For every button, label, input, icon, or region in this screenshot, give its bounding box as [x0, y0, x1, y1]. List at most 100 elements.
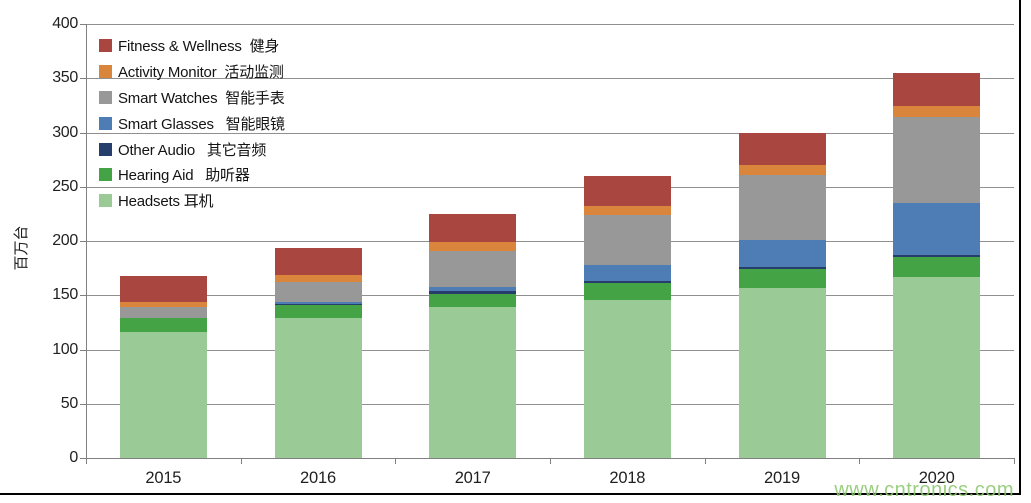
legend-item-hearing-aid: Hearing Aid 助听器 [99, 162, 285, 188]
bar-2020-other-audio [893, 255, 981, 258]
bar-2016-fitness-wellness [274, 247, 362, 275]
x-tick-label-2020: 2020 [918, 469, 955, 487]
bar-2016-hearing-aid [274, 305, 362, 319]
legend-item-activity-monitor: Activity Monitor 活动监测 [99, 59, 285, 85]
legend-label-other-audio: Other Audio 其它音频 [118, 141, 267, 159]
y-tick-0 [80, 458, 86, 459]
bar-2017-smart-watches [429, 250, 517, 287]
bar-2018-headsets [583, 299, 671, 458]
y-tick-label-150: 150 [52, 286, 78, 304]
gridline-400 [86, 24, 1014, 25]
bar-2020-fitness-wellness [893, 72, 981, 107]
bar-2019-smart-watches [738, 174, 826, 240]
legend-label-hearing-aid: Hearing Aid 助听器 [118, 167, 250, 185]
y-tick-label-350: 350 [52, 69, 78, 87]
window-border-right [1019, 0, 1021, 495]
bar-2017-smart-glasses [429, 286, 517, 291]
bar-2018-hearing-aid [583, 283, 671, 300]
gridline-100 [86, 349, 1014, 351]
bar-2017-headsets [429, 307, 517, 458]
y-tick-50 [80, 403, 86, 405]
legend-item-headsets: Headsets 耳机 [99, 188, 285, 214]
bar-2019-fitness-wellness [738, 132, 826, 166]
y-axis-title: 百万台 [13, 225, 30, 271]
x-axis-line [86, 458, 1015, 459]
x-tick-4 [704, 459, 706, 464]
legend-item-fitness-wellness: Fitness & Wellness 健身 [99, 33, 285, 59]
legend-label-activity-monitor: Activity Monitor 活动监测 [118, 64, 284, 82]
y-tick-150 [80, 295, 86, 297]
bar-2015-headsets [119, 332, 207, 458]
y-tick-label-50: 50 [60, 394, 79, 412]
y-tick-label-250: 250 [52, 177, 78, 195]
x-tick-0 [86, 459, 87, 464]
y-tick-label-300: 300 [52, 123, 78, 141]
y-tick-250 [80, 186, 86, 188]
bar-2015-fitness-wellness [119, 275, 207, 302]
window-border-bottom [0, 493, 1021, 495]
bar-2016-headsets [274, 318, 362, 458]
legend-label-headsets: Headsets 耳机 [118, 193, 214, 211]
gridline-300 [86, 132, 1014, 134]
legend-swatch-fitness-wellness [99, 39, 112, 53]
y-tick-350 [80, 78, 86, 80]
bar-2020-activity-monitor [893, 106, 981, 118]
bar-2015-hearing-aid [119, 318, 207, 333]
watermark: www.cntronics.com [834, 479, 1014, 501]
gridline-350 [86, 78, 1014, 80]
bar-2017-hearing-aid [429, 294, 517, 308]
legend-swatch-other-audio [99, 142, 112, 156]
legend-item-other-audio: Other Audio 其它音频 [99, 136, 285, 162]
bar-2020-hearing-aid [893, 257, 981, 277]
bar-2018-fitness-wellness [583, 175, 671, 207]
legend-swatch-smart-watches [99, 90, 112, 104]
x-tick-label-2016: 2016 [300, 469, 336, 487]
bar-2017-activity-monitor [429, 242, 517, 251]
x-tick-6 [1014, 459, 1015, 464]
bar-2016-activity-monitor [274, 274, 362, 283]
gridline-250 [86, 186, 1014, 188]
legend-label-smart-glasses: Smart Glasses 智能眼镜 [118, 115, 285, 133]
bar-2017-other-audio [429, 290, 517, 295]
y-tick-300 [80, 132, 86, 134]
bar-2017-fitness-wellness [429, 213, 517, 243]
y-tick-400 [80, 24, 86, 25]
bar-2015-activity-monitor [119, 301, 207, 308]
bar-2019-activity-monitor [738, 165, 826, 175]
bar-2016-smart-watches [274, 282, 362, 302]
legend-swatch-hearing-aid [99, 168, 112, 182]
bar-2020-smart-glasses [893, 203, 981, 256]
bar-2018-activity-monitor [583, 206, 671, 215]
y-tick-label-0: 0 [69, 449, 78, 466]
legend-swatch-headsets [99, 194, 112, 208]
bar-2019-other-audio [738, 267, 826, 270]
legend-label-smart-watches: Smart Watches 智能手表 [118, 89, 285, 107]
bar-2018-smart-glasses [583, 264, 671, 282]
x-tick-label-2015: 2015 [145, 469, 182, 487]
gridline-50 [86, 403, 1014, 405]
y-tick-100 [80, 349, 86, 351]
x-tick-5 [859, 459, 861, 464]
gridline-200 [86, 241, 1014, 242]
gridline-150 [86, 295, 1014, 297]
bar-2018-smart-watches [583, 214, 671, 265]
legend-item-smart-watches: Smart Watches 智能手表 [99, 85, 285, 111]
bar-2016-smart-glasses [274, 301, 362, 304]
legend-item-smart-glasses: Smart Glasses 智能眼镜 [99, 110, 285, 136]
x-tick-label-2017: 2017 [454, 469, 491, 487]
legend-label-fitness-wellness: Fitness & Wellness 健身 [118, 38, 280, 56]
bar-2019-smart-glasses [738, 239, 826, 268]
bar-2015-smart-watches [119, 307, 207, 319]
x-tick-2 [395, 459, 397, 464]
legend-swatch-smart-glasses [99, 116, 112, 130]
legend-swatch-activity-monitor [99, 65, 112, 79]
y-tick-label-200: 200 [52, 232, 78, 249]
x-tick-label-2019: 2019 [764, 469, 800, 487]
bar-2019-headsets [738, 287, 826, 458]
y-tick-label-100: 100 [52, 340, 78, 358]
bar-2019-hearing-aid [738, 269, 826, 288]
bar-2020-smart-watches [893, 117, 981, 203]
y-tick-label-400: 400 [52, 15, 78, 32]
legend: Fitness & Wellness 健身 Activity Monitor 活动… [99, 33, 285, 214]
